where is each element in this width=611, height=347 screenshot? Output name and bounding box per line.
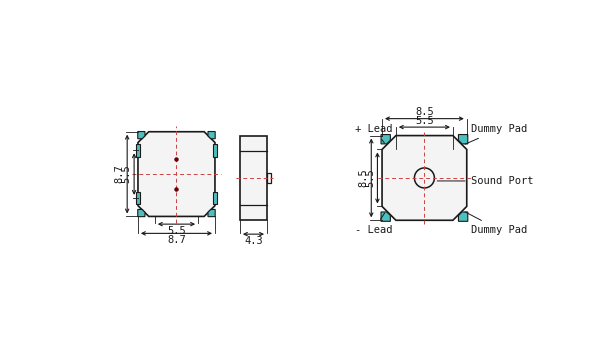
Text: 5.5: 5.5 <box>122 165 132 184</box>
Bar <box>213 192 217 204</box>
Text: 4.3: 4.3 <box>244 236 263 246</box>
Text: 8.5: 8.5 <box>415 107 434 117</box>
Bar <box>240 136 267 220</box>
Polygon shape <box>137 132 145 139</box>
Bar <box>213 144 217 156</box>
Text: 5.5: 5.5 <box>415 116 434 126</box>
Text: Sound Port: Sound Port <box>437 176 533 186</box>
Text: 5.5: 5.5 <box>167 226 186 236</box>
Text: 8.5: 8.5 <box>358 169 368 187</box>
Polygon shape <box>208 210 215 217</box>
Polygon shape <box>381 212 390 221</box>
Polygon shape <box>381 135 390 144</box>
Text: Dummy Pad: Dummy Pad <box>465 125 527 144</box>
Text: 8.7: 8.7 <box>167 235 186 245</box>
Polygon shape <box>458 212 468 221</box>
Text: 8.7: 8.7 <box>114 165 124 184</box>
Bar <box>136 144 140 156</box>
Polygon shape <box>208 132 215 139</box>
Polygon shape <box>382 136 467 220</box>
Polygon shape <box>458 135 468 144</box>
Text: - Lead: - Lead <box>355 213 393 235</box>
Bar <box>136 192 140 204</box>
Bar <box>267 173 271 183</box>
Polygon shape <box>138 132 215 217</box>
Text: Dummy Pad: Dummy Pad <box>465 212 527 235</box>
Text: 5.5: 5.5 <box>365 169 375 187</box>
Text: + Lead: + Lead <box>355 125 393 143</box>
Polygon shape <box>137 210 145 217</box>
